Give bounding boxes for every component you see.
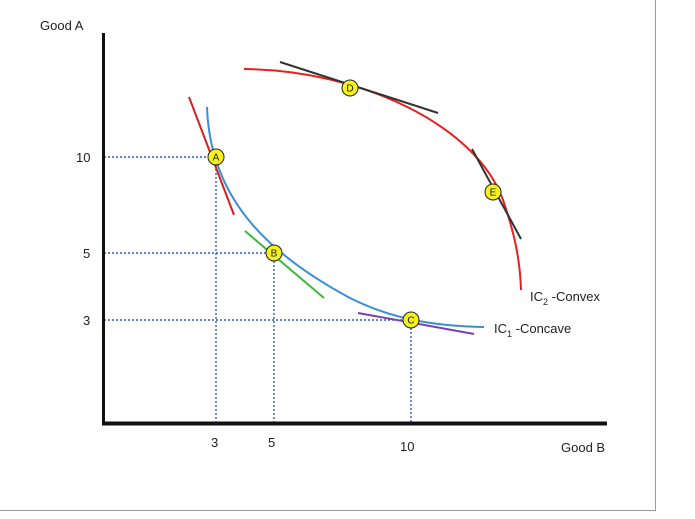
x-axis-title: Good B bbox=[561, 440, 605, 455]
point-d-marker bbox=[341, 79, 359, 97]
x-tick-label: 10 bbox=[400, 439, 414, 454]
point-e-marker bbox=[484, 183, 502, 201]
point-b-label: B bbox=[271, 249, 278, 260]
point-c-label: C bbox=[407, 316, 414, 327]
point-d: D bbox=[341, 79, 359, 97]
point-a: A bbox=[207, 148, 225, 166]
point-b: B bbox=[265, 244, 283, 262]
y-tick-label: 3 bbox=[83, 313, 90, 328]
x-tick-label: 3 bbox=[211, 435, 218, 450]
point-b-marker bbox=[265, 244, 283, 262]
ic2-label-suffix: -Convex bbox=[548, 289, 601, 304]
point-a-label: A bbox=[213, 153, 220, 164]
ic2-label: IC2 -Convex bbox=[530, 289, 601, 307]
ic2-label-subscript: 2 bbox=[543, 297, 548, 307]
ic1-label-subscript: 1 bbox=[507, 329, 512, 339]
point-e: E bbox=[484, 183, 502, 201]
ic1-label-suffix: -Concave bbox=[512, 321, 571, 336]
point-c: C bbox=[402, 311, 420, 329]
y-axis-title: Good A bbox=[40, 18, 84, 33]
ic1-label: IC1 -Concave bbox=[494, 321, 571, 339]
point-e-label: E bbox=[490, 188, 497, 199]
point-c-marker bbox=[402, 311, 420, 329]
ic1-curve bbox=[206, 106, 485, 328]
point-d-label: D bbox=[346, 84, 353, 95]
ic2-label-main: IC bbox=[530, 289, 543, 304]
point-a-marker bbox=[207, 148, 225, 166]
y-tick-label: 5 bbox=[83, 246, 90, 261]
ic1-label-main: IC bbox=[494, 321, 507, 336]
y-tick-label: 10 bbox=[76, 150, 90, 165]
tangent-line-b bbox=[244, 230, 325, 299]
guide-lines bbox=[104, 156, 412, 422]
tangent-line-d bbox=[279, 61, 439, 114]
x-tick-label: 5 bbox=[268, 435, 275, 450]
figure-frame bbox=[0, 0, 656, 511]
